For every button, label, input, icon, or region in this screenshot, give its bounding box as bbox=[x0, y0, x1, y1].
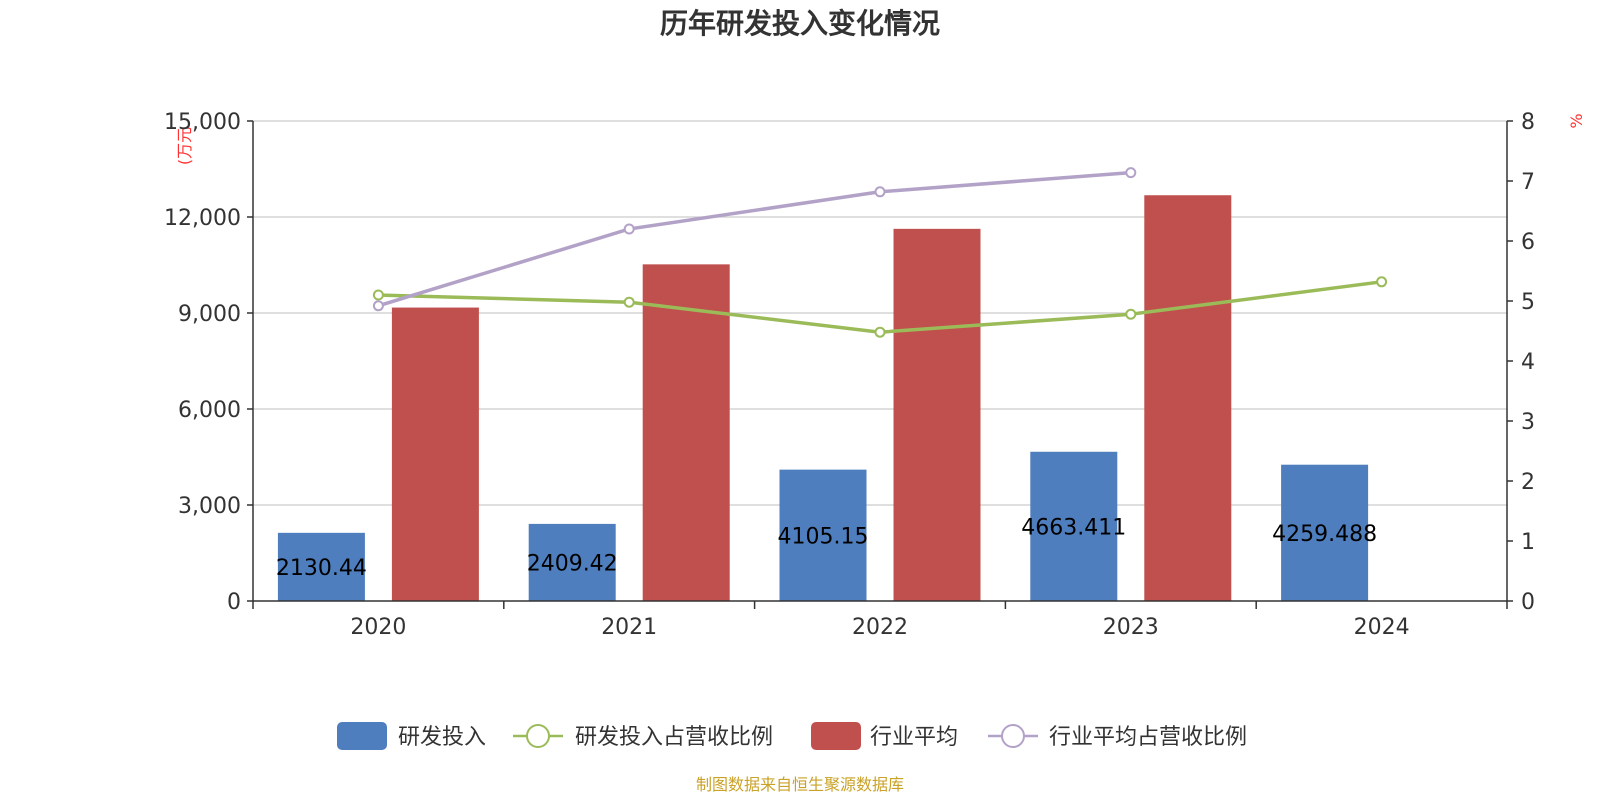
source-note: 制图数据来自恒生聚源数据库 bbox=[696, 775, 904, 794]
line-point bbox=[1125, 167, 1137, 179]
line-point bbox=[874, 326, 886, 338]
line-point bbox=[372, 300, 384, 312]
legend-label: 研发投入占营收比例 bbox=[575, 725, 773, 750]
line-point bbox=[1376, 276, 1388, 288]
x-tick-label: 2021 bbox=[601, 615, 657, 640]
line-point bbox=[1125, 308, 1137, 320]
legend-swatch bbox=[337, 722, 387, 750]
left-tick-label: 3,000 bbox=[178, 494, 241, 519]
right-tick-label: 7 bbox=[1521, 170, 1535, 195]
right-tick-label: 1 bbox=[1521, 530, 1535, 555]
legend-swatch bbox=[811, 722, 861, 750]
line-point bbox=[623, 296, 635, 308]
x-tick-label: 2023 bbox=[1103, 615, 1159, 640]
bar-value-label: 4259.488 bbox=[1272, 522, 1377, 547]
legend-marker bbox=[1001, 724, 1025, 748]
bar-rd-investment bbox=[1281, 464, 1369, 601]
line-industry-ratio bbox=[377, 170, 1131, 308]
right-tick-label: 3 bbox=[1521, 410, 1535, 435]
x-tick-label: 2022 bbox=[852, 615, 908, 640]
chart-title: 历年研发投入变化情况 bbox=[660, 7, 940, 40]
right-tick-label: 6 bbox=[1521, 230, 1535, 255]
legend: 研发投入 研发投入占营收比例 行业平均 行业平均占营收比例 bbox=[337, 722, 1247, 750]
bar-rd-investment bbox=[1030, 451, 1118, 601]
bar-industry-average bbox=[642, 264, 730, 601]
right-tick-label: 5 bbox=[1521, 290, 1535, 315]
bar-value-label: 4105.15 bbox=[778, 524, 869, 549]
line-point bbox=[623, 223, 635, 235]
legend-marker bbox=[526, 724, 550, 748]
bar-value-label: 4663.411 bbox=[1021, 515, 1126, 540]
left-tick-label: 15,000 bbox=[164, 110, 241, 135]
bar-rd-investment bbox=[277, 532, 365, 601]
line-point bbox=[874, 186, 886, 198]
left-tick-label: 6,000 bbox=[178, 398, 241, 423]
bar-industry-average bbox=[391, 307, 479, 601]
legend-label: 研发投入 bbox=[398, 725, 486, 750]
right-tick-label: 0 bbox=[1521, 590, 1535, 615]
line-point bbox=[372, 289, 384, 301]
x-tick-label: 2024 bbox=[1354, 615, 1410, 640]
left-tick-label: 9,000 bbox=[178, 302, 241, 327]
right-tick-label: 8 bbox=[1521, 110, 1535, 135]
bar-value-label: 2130.44 bbox=[276, 556, 367, 581]
left-axis-unit: (万元 bbox=[175, 127, 194, 165]
right-tick-label: 4 bbox=[1521, 350, 1535, 375]
legend-label: 行业平均占营收比例 bbox=[1049, 725, 1247, 750]
bar-industry-average bbox=[893, 228, 981, 601]
bar-industry-average bbox=[1144, 195, 1232, 602]
right-axis-unit: % bbox=[1567, 113, 1586, 128]
x-tick-label: 2020 bbox=[350, 615, 406, 640]
lines bbox=[372, 167, 1388, 338]
left-tick-label: 12,000 bbox=[164, 206, 241, 231]
bar-rd-investment bbox=[779, 469, 867, 601]
right-tick-label: 2 bbox=[1521, 470, 1535, 495]
legend-label: 行业平均 bbox=[870, 725, 958, 750]
bar-value-label: 2409.42 bbox=[527, 551, 618, 576]
bar-labels: 2130.44 2409.42 4105.15 4663.411 4259.488 bbox=[276, 515, 1377, 581]
left-tick-label: 0 bbox=[227, 590, 241, 615]
axes: 0 3,000 6,000 9,000 12,000 15,000 0 1 2 3 4 5 6 7 8 202… bbox=[164, 110, 1535, 640]
bar-rd-investment bbox=[528, 523, 616, 601]
bars bbox=[277, 195, 1369, 602]
